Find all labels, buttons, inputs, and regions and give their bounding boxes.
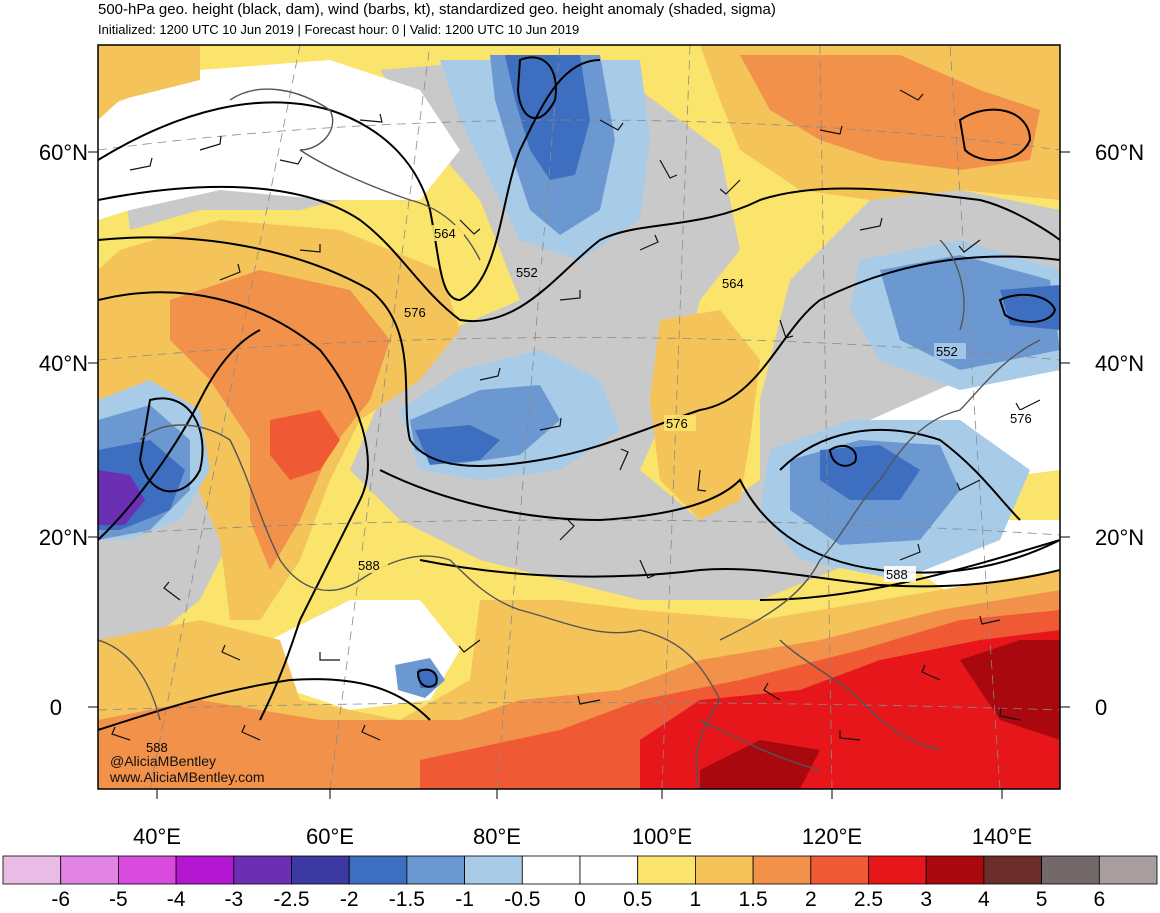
colorbar-swatch bbox=[60, 855, 119, 885]
colorbar-swatch bbox=[579, 855, 639, 885]
colorbar-swatch bbox=[2, 855, 62, 885]
warm-anomaly bbox=[740, 55, 1040, 170]
lat-label-left: 40°N bbox=[39, 351, 88, 376]
colorbar-swatch bbox=[1041, 855, 1100, 885]
white-region bbox=[98, 60, 460, 220]
contour-label: 576 bbox=[666, 416, 688, 431]
colorbar-tick-label: 0.5 bbox=[623, 888, 652, 911]
longitude-labels: 40°E 60°E 80°E 100°E 120°E 140°E bbox=[133, 824, 1032, 849]
colorbar-tick-label: -2 bbox=[340, 888, 359, 911]
map-title: 500-hPa geo. height (black, dam), wind (… bbox=[98, 1, 776, 18]
colorbar-tick-label: -6 bbox=[51, 888, 70, 911]
lat-label-right: 0 bbox=[1095, 695, 1107, 720]
colorbar-swatch bbox=[983, 855, 1043, 885]
latitude-labels: 60°N 40°N 20°N 0 60°N 40°N 20°N 0 bbox=[39, 140, 1144, 720]
contour-label: 588 bbox=[886, 567, 908, 582]
colorbar-swatch bbox=[175, 855, 235, 885]
map-subtitle: Initialized: 1200 UTC 10 Jun 2019 | Fore… bbox=[98, 22, 580, 37]
lon-label: 120°E bbox=[802, 824, 862, 849]
contour-label: 552 bbox=[936, 344, 958, 359]
colorbar-swatch bbox=[406, 855, 465, 885]
colorbar-swatch bbox=[521, 855, 581, 885]
colorbar-swatch bbox=[118, 855, 177, 885]
colorbar-tick-label: 0 bbox=[574, 888, 586, 911]
lon-label: 100°E bbox=[632, 824, 692, 849]
colorbar-tick-label: -1 bbox=[455, 888, 474, 911]
colorbar-tick-label: -3 bbox=[224, 888, 243, 911]
height-contours bbox=[98, 56, 1060, 731]
cold-anomaly bbox=[418, 668, 436, 688]
contour-labels: 564 552 576 564 552 576 576 588 588 588 bbox=[146, 225, 1040, 755]
lat-label-left: 0 bbox=[50, 695, 62, 720]
credit-url: www.AliciaMBentley.com bbox=[109, 769, 265, 785]
wind-barbs bbox=[111, 89, 1041, 741]
colorbar-tick-label: 2 bbox=[805, 888, 817, 911]
colorbar-tick-label: -5 bbox=[109, 888, 128, 911]
colorbar-swatch bbox=[291, 855, 350, 885]
warm-anomaly bbox=[98, 45, 200, 120]
map-panel: 564 552 576 564 552 576 576 588 588 588 … bbox=[98, 45, 1060, 789]
colorbar-tick-label: -1.5 bbox=[389, 888, 425, 911]
colorbar-tick-label: 1 bbox=[690, 888, 702, 911]
colorbar-swatch bbox=[1098, 855, 1158, 885]
map-frame bbox=[97, 44, 1061, 790]
lat-label-right: 40°N bbox=[1095, 351, 1144, 376]
lat-label-right: 20°N bbox=[1095, 525, 1144, 550]
lon-label: 140°E bbox=[972, 824, 1032, 849]
cold-anomaly bbox=[880, 255, 1060, 370]
contour-label: 564 bbox=[722, 276, 744, 291]
colorbar-swatch bbox=[464, 855, 523, 885]
colorbar-swatch bbox=[810, 855, 869, 885]
lon-label: 60°E bbox=[306, 824, 354, 849]
contour-label: 588 bbox=[358, 558, 380, 573]
colorbar-tick-label: 6 bbox=[1093, 888, 1105, 911]
anomaly-shading bbox=[98, 45, 1060, 789]
colorbar-swatch bbox=[868, 855, 927, 885]
tropical-warm-band bbox=[700, 740, 820, 789]
colorbar: -6 -5 -4 -3 -2.5 -2 -1.5 -1 -0.5 0 0.5 1 1.5 2 2.5 3 4 5 6 bbox=[2, 855, 1158, 911]
colorbar-tick-label: 4 bbox=[978, 888, 990, 911]
warm-anomaly bbox=[270, 410, 340, 480]
lat-label-left: 20°N bbox=[39, 525, 88, 550]
axis-ticks bbox=[88, 151, 1070, 799]
colorbar-tick-label: -4 bbox=[167, 888, 186, 911]
lon-label: 40°E bbox=[133, 824, 181, 849]
colorbar-swatch bbox=[233, 855, 292, 885]
contour-label: 588 bbox=[146, 740, 168, 755]
lat-label-left: 60°N bbox=[39, 140, 88, 165]
contour-label: 552 bbox=[516, 265, 538, 280]
colorbar-tick-label: -2.5 bbox=[273, 888, 309, 911]
colorbar-tick-label: 1.5 bbox=[738, 888, 767, 911]
colorbar-swatch bbox=[695, 855, 754, 885]
cold-anomaly bbox=[505, 55, 590, 180]
colorbar-swatch bbox=[925, 855, 985, 885]
warm-anomaly bbox=[650, 310, 760, 520]
credit-handle: @AliciaMBentley bbox=[110, 753, 216, 769]
colorbar-tick-label: 2.5 bbox=[854, 888, 883, 911]
colorbar-tick-label: 3 bbox=[920, 888, 932, 911]
lon-label: 80°E bbox=[473, 824, 521, 849]
coastlines bbox=[98, 88, 1041, 789]
colorbar-swatch bbox=[752, 855, 812, 885]
cold-anomaly bbox=[415, 425, 500, 465]
colorbar-swatch bbox=[637, 855, 696, 885]
contour-label: 576 bbox=[1010, 411, 1032, 426]
cold-anomaly bbox=[98, 470, 145, 525]
lat-label-right: 60°N bbox=[1095, 140, 1144, 165]
colorbar-swatch bbox=[348, 855, 408, 885]
colorbar-tick-label: -0.5 bbox=[504, 888, 540, 911]
tropical-warm-band bbox=[960, 640, 1060, 740]
graticule bbox=[98, 45, 1060, 789]
contour-label: 564 bbox=[434, 226, 456, 241]
contour-label: 576 bbox=[404, 305, 426, 320]
colorbar-tick-label: 5 bbox=[1036, 888, 1048, 911]
